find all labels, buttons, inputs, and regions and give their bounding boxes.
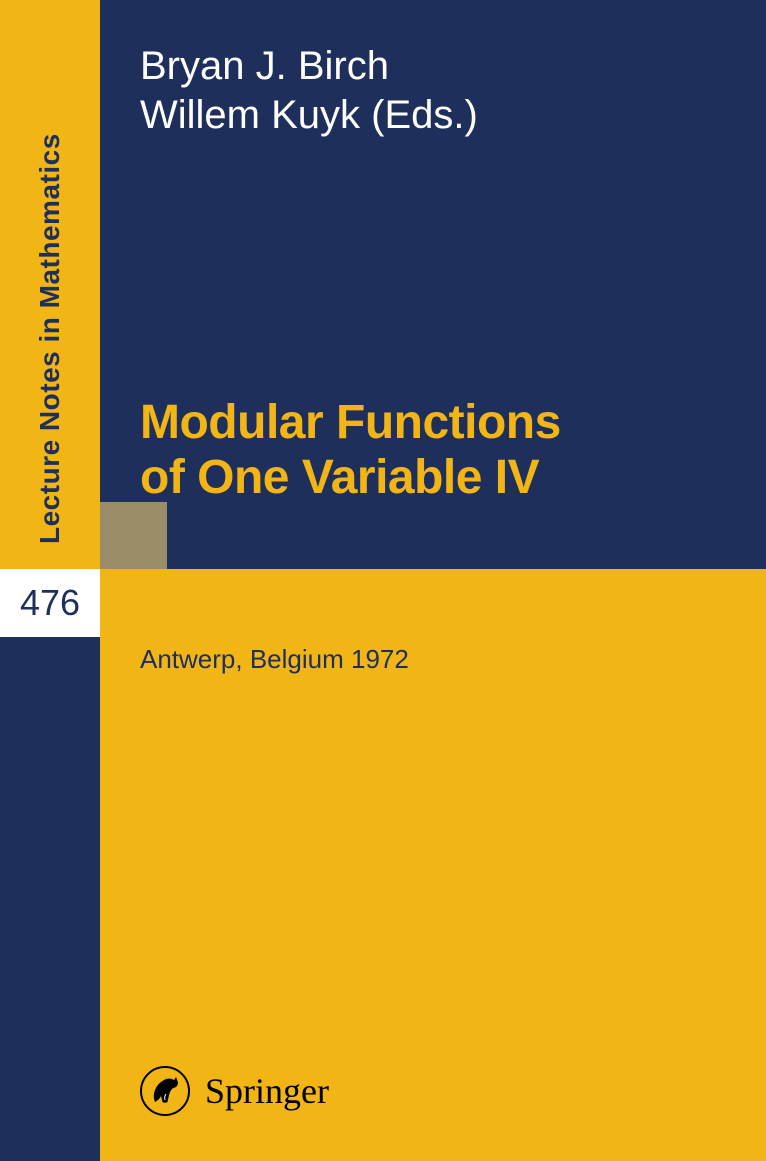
spine: Lecture Notes in Mathematics 476 [0,0,100,1161]
spine-top-panel: Lecture Notes in Mathematics [0,0,100,569]
top-panel: Bryan J. Birch Willem Kuyk (Eds.) Modula… [100,0,766,569]
springer-horse-icon [140,1066,190,1116]
spine-bottom-panel [0,637,100,1161]
editor-line-1: Bryan J. Birch [140,42,478,91]
series-name: Lecture Notes in Mathematics [0,44,100,544]
publisher-block: Springer [140,1066,329,1116]
bottom-panel: Antwerp, Belgium 1972 Springer [100,569,766,1161]
editors-block: Bryan J. Birch Willem Kuyk (Eds.) [140,42,478,140]
title-line-2: of One Variable IV [140,450,561,505]
book-title: Modular Functions of One Variable IV [140,395,561,505]
decorative-overlay-square [100,502,167,569]
series-number-box: 476 [0,569,100,637]
editor-line-2: Willem Kuyk (Eds.) [140,91,478,140]
title-line-1: Modular Functions [140,395,561,450]
book-cover: Lecture Notes in Mathematics 476 Bryan J… [0,0,766,1161]
series-number: 476 [20,582,80,624]
subtitle: Antwerp, Belgium 1972 [140,644,409,675]
publisher-name: Springer [205,1070,329,1112]
